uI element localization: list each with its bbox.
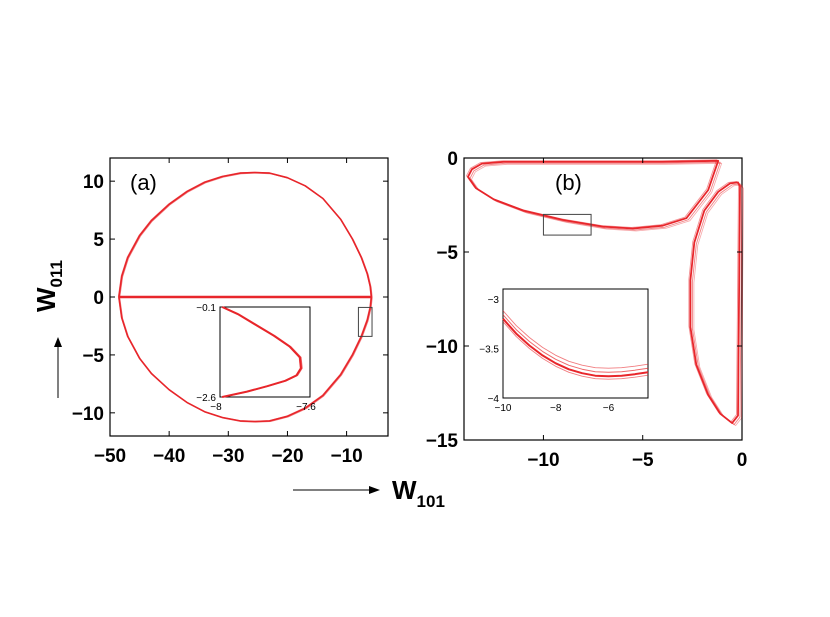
panel-a-upper-lobe-strand-2 [117,171,372,297]
panel-b-right-loop-strand-1 [691,183,743,426]
x-axis-arrow-head [369,486,380,494]
panel-b-ticks: −10 −5 0 0 −5 −10 −15 [426,149,748,471]
panel-b-inset-strand-3 [502,321,649,380]
y-axis-title: W011 [31,260,66,398]
panel-a-curves [117,171,373,423]
x-axis-title-main: W [392,475,417,505]
panel-a-inset-curve [221,306,303,398]
x-axis-title-sub: 101 [417,492,445,511]
panel-b-inset: −10 −8 −6 −3 −3.5 −4 [479,288,649,414]
panel-b-inset-strand-1 [502,314,649,373]
panel-a-ytick-label: −10 [72,404,104,425]
panel-b-label: (b) [555,170,582,195]
panel-b-xtick-label: −10 [527,450,559,471]
panel-b-inset-xtick-label: −6 [603,403,615,414]
panel-a: −50 −40 −30 −20 −10 10 5 0 −5 −10 (a) −0.1 −2.6 −… [72,157,389,467]
panel-a-inset-xtick-left: −8 [210,402,222,413]
panel-b-ytick-label: 0 [447,149,458,170]
panel-b: −10 −5 0 0 −5 −10 −15 (b) −10 −8 −6 −3 −3.5 −4 [426,149,748,471]
panel-a-label: (a) [130,170,157,195]
panel-a-upper-lobe-strand-1 [119,172,373,298]
panel-b-inset-xtick-label: −8 [550,403,562,414]
panel-a-ytick-label: 5 [93,230,104,251]
panel-a-xtick-label: −40 [153,446,185,467]
y-axis-arrow-head [54,337,62,347]
panel-a-ytick-label: 0 [93,288,104,309]
svg-text:W101: W101 [392,475,445,511]
panel-b-top-loop-strand-2 [466,159,718,228]
panel-b-right-loop-strand-2 [688,180,739,423]
panel-a-xtick-label: −30 [212,446,244,467]
panel-b-inset-ytick-label: −3 [488,295,500,306]
panel-b-zoom-box [542,213,592,236]
panel-b-top-loop-strand-3 [471,162,723,232]
panel-b-inset-frame [502,288,649,399]
x-axis-title: W101 [293,475,445,511]
panel-b-right-loop-strand-3 [693,184,744,426]
panel-a-xtick-label: −10 [330,446,362,467]
panel-b-inset-xtick-label: −10 [495,403,512,414]
panel-a-xtick-label: −50 [94,446,126,467]
panel-b-ytick-label: −5 [436,243,458,264]
panel-a-xtick-label: −20 [271,446,303,467]
panel-b-inset-strand-2 [502,310,649,369]
y-axis-title-sub: 011 [47,260,66,287]
y-axis-title-main: W [31,287,61,312]
panel-a-inset: −0.1 −2.6 −8 −7.6 [196,303,316,413]
panel-a-ytick-label: −5 [82,346,104,367]
panel-b-ytick-label: −15 [426,431,459,452]
panel-a-ticks: −50 −40 −30 −20 −10 10 5 0 −5 −10 [72,158,388,467]
panel-b-xtick-label: 0 [737,450,748,471]
panel-a-inset-strand-2 [221,306,301,398]
panel-b-inset-ytick-label: −4 [488,394,500,405]
panel-b-inset-ytick-label: −3.5 [479,344,499,355]
panel-b-right-loop-strand-0 [689,181,741,424]
panel-b-curves [466,159,744,426]
panel-b-inset-strand-0 [502,318,649,378]
panel-b-ytick-label: −10 [426,337,458,358]
panel-b-xtick-label: −5 [632,450,654,471]
panel-b-frame [463,157,743,441]
panel-b-inset-curve [502,310,649,380]
panel-a-inset-ytick-top: −0.1 [196,303,216,314]
svg-text:W011: W011 [31,260,66,312]
panel-a-inset-strand-1 [223,306,303,398]
panel-a-zoom-box [357,306,373,337]
panel-a-inset-xtick-right: −7.6 [296,402,316,413]
panel-a-inset-ytick-bottom: −2.6 [196,393,216,404]
panel-b-inset-ticks: −10 −8 −6 −3 −3.5 −4 [479,295,614,414]
panel-a-lower-lobe-strand-2 [117,296,372,422]
panel-a-lower-lobe-strand-1 [119,297,373,423]
panel-a-ytick-label: 10 [83,172,104,193]
